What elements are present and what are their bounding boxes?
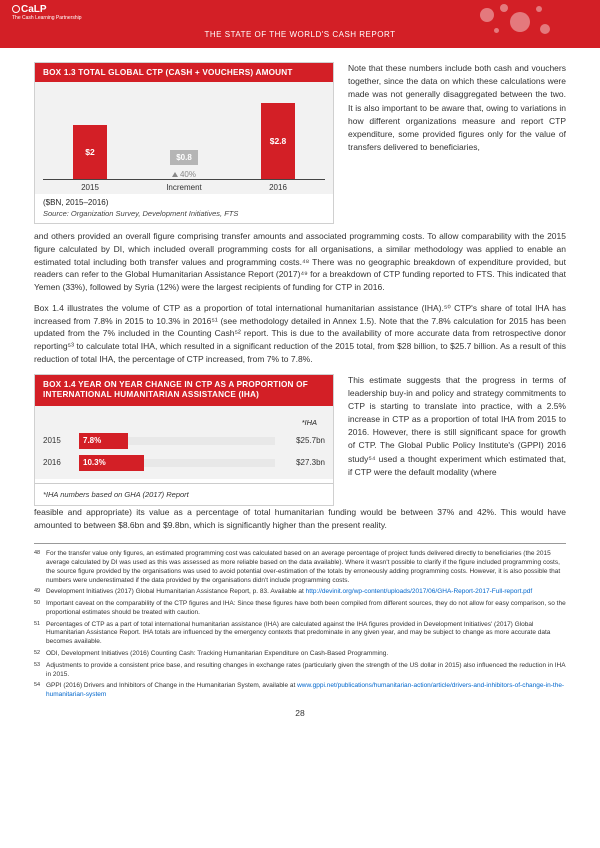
footnote: 50 Important caveat on the comparability… <box>34 600 566 618</box>
box-1-3-caption: ($BN, 2015–2016) <box>35 194 333 209</box>
decorative-dots <box>470 2 560 46</box>
increment-box: $0.8 <box>170 150 198 165</box>
header-band: CaLP The Cash Learning Partnership THE S… <box>0 0 600 48</box>
bar-2015: $2 <box>73 125 107 179</box>
footnote: 49 Development Initiatives (2017) Global… <box>34 588 566 597</box>
hbar-total: $27.3bn <box>281 458 325 467</box>
footnote-link[interactable]: www.gppi.net/publications/humanitarian-a… <box>46 682 564 698</box>
box-1-3-chart: $2 $0.8 40% $2.8 2015 Increment 2016 <box>35 82 333 194</box>
footnote-num: 51 <box>34 621 46 647</box>
box-1-3-title: BOX 1.3 TOTAL GLOBAL CTP (CASH + VOUCHER… <box>35 63 333 82</box>
footnote-num: 49 <box>34 588 46 597</box>
bar-label-increment: Increment <box>149 183 219 192</box>
hbar-track: 7.8% <box>79 433 275 449</box>
box-1-3-source: Source: Organization Survey, Development… <box>35 209 333 223</box>
footnote-text: ODI, Development Initiatives (2016) Coun… <box>46 650 566 659</box>
footnote: 48 For the transfer value only figures, … <box>34 550 566 585</box>
para-before-box14: Box 1.4 illustrates the volume of CTP as… <box>34 302 566 366</box>
footnote: 51 Percentages of CTP as a part of total… <box>34 621 566 647</box>
logo-text: CaLP <box>21 4 47 15</box>
footnote: 53 Adjustments to provide a consistent p… <box>34 662 566 680</box>
box-1-4-footnote: *IHA numbers based on GHA (2017) Report <box>35 483 333 505</box>
bar-2016: $2.8 <box>261 103 295 179</box>
footnote-text: GPPI (2016) Drivers and Inhibitors of Ch… <box>46 682 566 700</box>
footnote: 52 ODI, Development Initiatives (2016) C… <box>34 650 566 659</box>
para-right-box14: This estimate suggests that the progress… <box>348 374 566 506</box>
footnote-text: Adjustments to provide a consistent pric… <box>46 662 566 680</box>
footnotes: 48 For the transfer value only figures, … <box>34 543 566 699</box>
page-content: BOX 1.3 TOTAL GLOBAL CTP (CASH + VOUCHER… <box>0 48 600 728</box>
bar-label-2016: 2016 <box>243 183 313 192</box>
hbar-fill: 7.8% <box>79 433 128 449</box>
footnote-num: 54 <box>34 682 46 700</box>
para-after-box14: feasible and appropriate) its value as a… <box>34 506 566 532</box>
box-1-3: BOX 1.3 TOTAL GLOBAL CTP (CASH + VOUCHER… <box>34 62 334 224</box>
logo-subtitle: The Cash Learning Partnership <box>12 15 82 21</box>
arrow-up-icon <box>172 172 178 177</box>
footnote-text: Percentages of CTP as a part of total in… <box>46 621 566 647</box>
footnote-num: 48 <box>34 550 46 585</box>
footnote-num: 50 <box>34 600 46 618</box>
box-1-4-title: BOX 1.4 YEAR ON YEAR CHANGE IN CTP AS A … <box>35 375 333 406</box>
footnote-text: For the transfer value only figures, an … <box>46 550 566 585</box>
footnote-text: Development Initiatives (2017) Global Hu… <box>46 588 566 597</box>
hbar-row: 2016 10.3% $27.3bn <box>43 455 325 471</box>
footnote-text: Important caveat on the comparability of… <box>46 600 566 618</box>
increment-pct: 40% <box>180 170 196 179</box>
box-1-4: BOX 1.4 YEAR ON YEAR CHANGE IN CTP AS A … <box>34 374 334 506</box>
hbar-year: 2016 <box>43 458 73 467</box>
hbar-row: 2015 7.8% $25.7bn <box>43 433 325 449</box>
para-after-box13: and others provided an overall figure co… <box>34 230 566 294</box>
footnote-num: 53 <box>34 662 46 680</box>
hbar-year: 2015 <box>43 436 73 445</box>
box-1-4-chart: *IHA 2015 7.8% $25.7bn 2016 10.3% $27.3b… <box>35 406 333 479</box>
increment-col: $0.8 40% <box>149 150 219 179</box>
para-right-top: Note that these numbers include both cas… <box>348 62 566 224</box>
hbar-total: $25.7bn <box>281 436 325 445</box>
hbar-track: 10.3% <box>79 455 275 471</box>
page-number: 28 <box>34 708 566 718</box>
footnote: 54 GPPI (2016) Drivers and Inhibitors of… <box>34 682 566 700</box>
logo: CaLP The Cash Learning Partnership <box>12 4 82 21</box>
bar-label-2015: 2015 <box>55 183 125 192</box>
hbar-fill: 10.3% <box>79 455 144 471</box>
footnote-num: 52 <box>34 650 46 659</box>
footnote-link[interactable]: http://devinit.org/wp-content/uploads/20… <box>306 588 533 595</box>
iha-label: *IHA <box>43 414 325 427</box>
